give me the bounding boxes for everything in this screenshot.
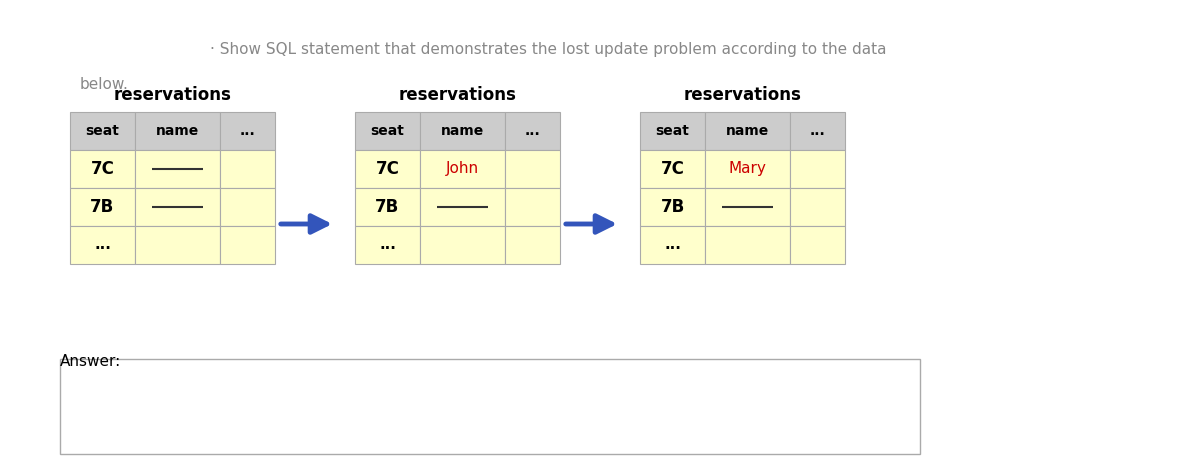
Text: ...: ... — [524, 124, 540, 138]
Bar — [505, 112, 560, 150]
Text: ...: ... — [94, 237, 110, 253]
Bar — [790, 188, 845, 226]
Bar — [134, 112, 220, 150]
Text: ...: ... — [240, 124, 256, 138]
Bar — [706, 226, 790, 264]
Text: Mary: Mary — [728, 161, 767, 177]
Bar — [420, 150, 505, 188]
Bar — [505, 226, 560, 264]
Text: name: name — [726, 124, 769, 138]
Text: seat: seat — [371, 124, 404, 138]
Bar — [70, 226, 134, 264]
Bar — [640, 150, 706, 188]
Bar — [420, 226, 505, 264]
Bar — [220, 112, 275, 150]
Text: reservations: reservations — [114, 86, 232, 104]
Bar — [220, 188, 275, 226]
Bar — [420, 188, 505, 226]
Text: ...: ... — [810, 124, 826, 138]
Bar — [355, 226, 420, 264]
Text: 7B: 7B — [376, 198, 400, 216]
Bar — [640, 188, 706, 226]
Bar — [790, 226, 845, 264]
Bar — [220, 150, 275, 188]
Bar — [640, 226, 706, 264]
Text: reservations: reservations — [684, 86, 802, 104]
Text: 7C: 7C — [660, 160, 684, 178]
Bar — [220, 226, 275, 264]
Text: · Show SQL statement that demonstrates the lost update problem according to the : · Show SQL statement that demonstrates t… — [210, 42, 887, 57]
Bar — [706, 112, 790, 150]
Text: name: name — [156, 124, 199, 138]
Bar — [790, 112, 845, 150]
Text: name: name — [440, 124, 484, 138]
Text: seat: seat — [85, 124, 120, 138]
Bar — [706, 150, 790, 188]
Bar — [790, 150, 845, 188]
Bar — [505, 188, 560, 226]
Bar — [355, 112, 420, 150]
Bar — [70, 150, 134, 188]
Bar — [640, 112, 706, 150]
Text: seat: seat — [655, 124, 690, 138]
Bar — [60, 359, 920, 454]
Bar — [70, 188, 134, 226]
Text: Answer:: Answer: — [60, 354, 121, 369]
Text: 7B: 7B — [660, 198, 685, 216]
Bar — [355, 188, 420, 226]
Text: 7B: 7B — [90, 198, 115, 216]
Text: John: John — [446, 161, 479, 177]
Bar — [355, 150, 420, 188]
Bar — [420, 112, 505, 150]
Bar — [134, 188, 220, 226]
Text: ...: ... — [664, 237, 680, 253]
Bar — [134, 150, 220, 188]
Text: 7C: 7C — [376, 160, 400, 178]
Text: reservations: reservations — [398, 86, 516, 104]
Text: ...: ... — [379, 237, 396, 253]
Bar — [70, 112, 134, 150]
Bar — [505, 150, 560, 188]
Bar — [134, 226, 220, 264]
Bar — [706, 188, 790, 226]
Text: below.: below. — [80, 77, 128, 92]
Text: 7C: 7C — [90, 160, 114, 178]
